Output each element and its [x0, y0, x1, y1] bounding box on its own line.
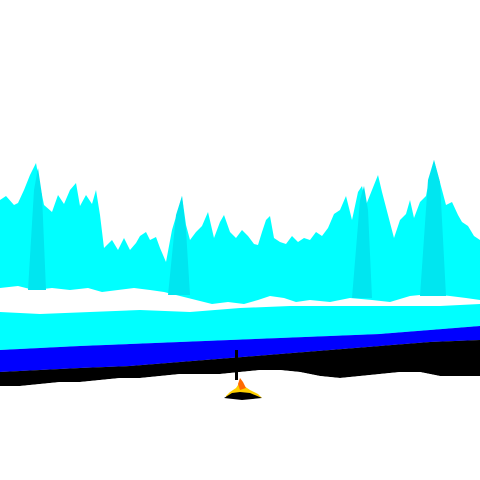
campfire-base	[224, 392, 262, 400]
ice-shelf	[0, 304, 480, 350]
ice-formations	[0, 160, 480, 304]
ice-spike	[352, 186, 372, 298]
water-band	[0, 326, 480, 372]
snow-ground	[0, 370, 480, 480]
shoreline-shadow	[0, 340, 480, 386]
ice-spike	[28, 168, 46, 290]
campfire-flame	[238, 378, 246, 390]
ice-spike	[168, 196, 190, 295]
campfire-icon[interactable]	[224, 350, 262, 400]
ice-spike	[420, 160, 446, 296]
torch-icon	[235, 350, 238, 380]
